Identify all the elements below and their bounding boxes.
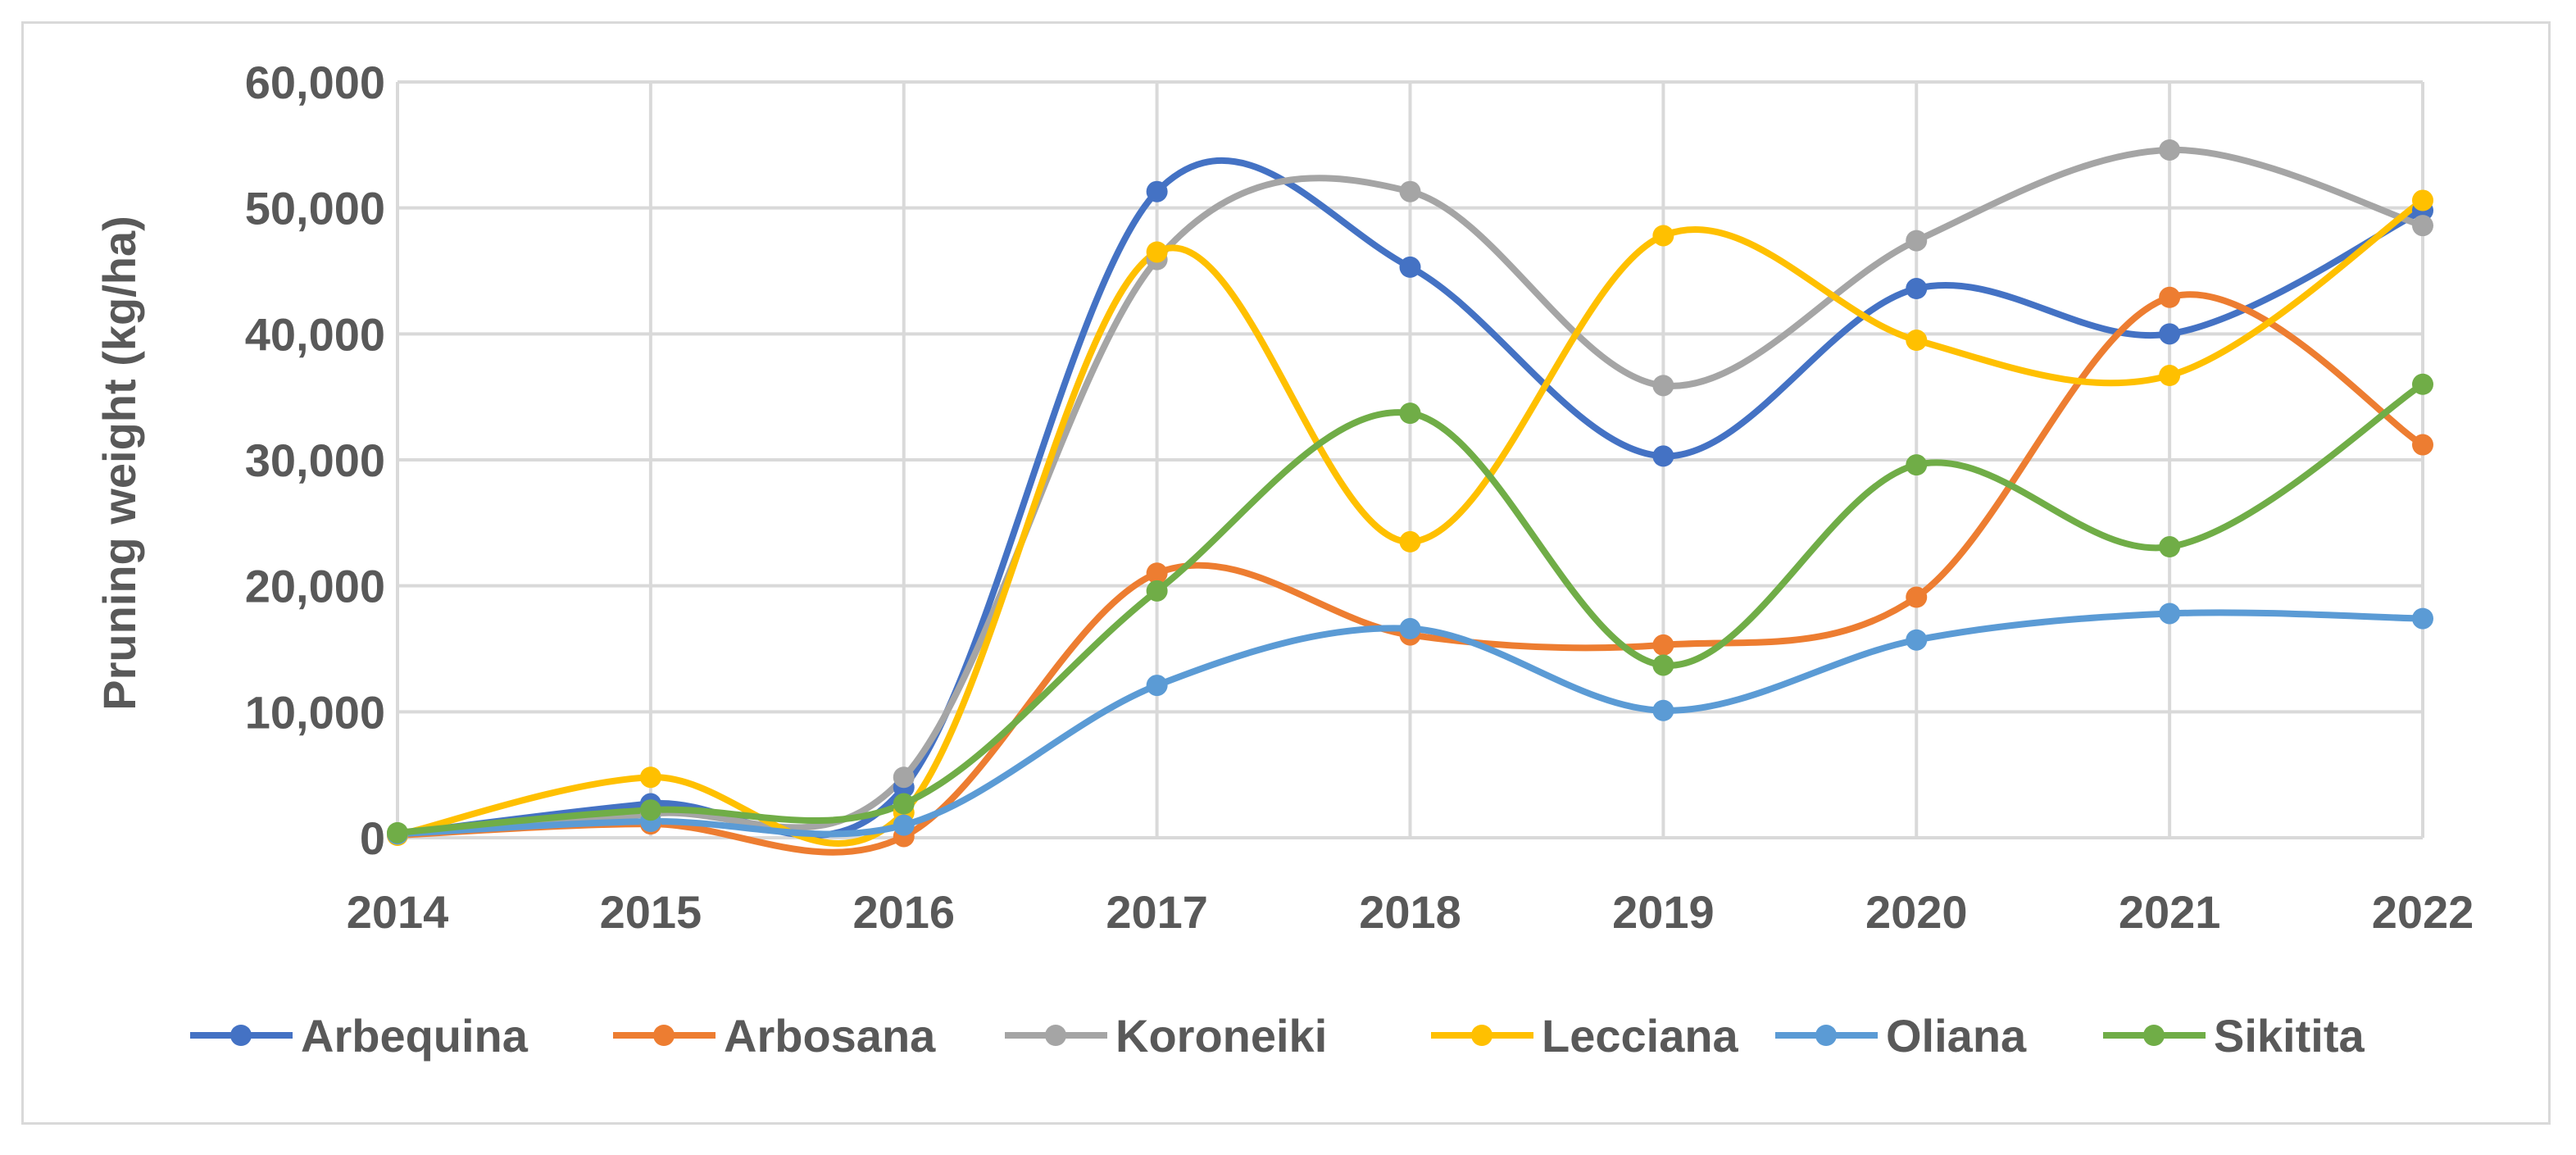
legend-item-oliana: Oliana [1775,1010,2027,1062]
data-point-koroneiki-2021 [2159,139,2181,161]
y-tick-label: 30,000 [245,434,385,486]
data-point-koroneiki-2016 [893,766,915,789]
legend-item-koroneiki: Koroneiki [1005,1010,1327,1062]
data-point-oliana-2020 [1906,629,1928,651]
data-point-arbequina-2019 [1652,445,1674,467]
data-point-sikitita-2017 [1146,580,1168,602]
data-point-lecciana-2021 [2159,365,2181,387]
data-point-arbosana-2022 [2412,434,2433,456]
data-point-sikitita-2022 [2412,373,2433,395]
x-tick-label: 2022 [2372,886,2474,938]
data-point-arbosana-2020 [1906,586,1928,608]
data-point-lecciana-2018 [1399,530,1421,552]
legend-swatch-marker [1815,1025,1837,1046]
x-tick-label: 2017 [1106,886,1208,938]
data-point-sikitita-2019 [1652,654,1674,676]
series-line-koroneiki [394,146,2426,838]
data-point-arbosana-2021 [2159,286,2181,308]
data-point-sikitita-2018 [1399,402,1421,425]
data-point-koroneiki-2022 [2412,215,2433,237]
x-tick-label: 2015 [600,886,702,938]
data-point-arbequina-2017 [1146,180,1168,202]
y-axis-title: Pruning weight (kg/ha) [93,216,145,711]
data-point-koroneiki-2019 [1652,375,1674,397]
data-point-sikitita-2015 [639,799,661,821]
legend-swatch-marker [2143,1025,2165,1046]
data-point-arbosana-2019 [1652,634,1674,656]
legend-label: Lecciana [1542,1010,1739,1062]
x-tick-label: 2014 [347,886,449,938]
data-point-arbequina-2021 [2159,323,2181,345]
legend-label: Sikitita [2214,1010,2365,1062]
data-point-arbosana-2017 [1146,562,1168,584]
legend-label: Arbosana [724,1010,936,1062]
x-tick-label: 2018 [1359,886,1461,938]
x-tick-label: 2020 [1865,886,1968,938]
legend-item-sikitita: Sikitita [2103,1010,2365,1062]
data-point-lecciana-2022 [2412,189,2433,211]
data-point-oliana-2017 [1146,675,1168,697]
legend: Arbequina Arbosana Koroneiki Lecciana Oliana… [190,1010,2365,1062]
data-point-oliana-2021 [2159,603,2181,625]
y-tick-label: 60,000 [245,57,385,108]
legend-label: Arbequina [301,1010,529,1062]
y-tick-label: 40,000 [245,308,385,360]
data-point-koroneiki-2020 [1906,230,1928,252]
data-point-sikitita-2020 [1906,454,1928,476]
data-point-arbequina-2020 [1906,278,1928,300]
data-point-oliana-2019 [1652,699,1674,721]
legend-swatch-marker [1045,1025,1066,1046]
data-point-sikitita-2021 [2159,536,2181,558]
data-point-lecciana-2015 [639,766,661,789]
legend-label: Oliana [1886,1010,2027,1062]
y-axis-ticks: 0 10,000 20,000 30,000 40,000 50,000 60,000 [245,57,385,864]
x-axis-ticks: 2014 2015 2016 2017 2018 2019 2020 2021 2022 [347,886,2474,938]
legend-swatch-marker [653,1025,675,1046]
series-line-sikitita [394,380,2426,836]
y-tick-label: 10,000 [245,686,385,738]
legend-swatch-marker [1471,1025,1492,1046]
data-point-oliana-2022 [2412,607,2433,630]
y-tick-label: 20,000 [245,561,385,612]
data-point-arbequina-2018 [1399,256,1421,278]
legend-item-arbosana: Arbosana [613,1010,936,1062]
legend-label: Koroneiki [1115,1010,1327,1062]
x-tick-label: 2019 [1612,886,1715,938]
y-tick-label: 0 [360,812,385,864]
x-tick-label: 2016 [852,886,955,938]
data-point-sikitita-2014 [387,821,408,844]
data-point-oliana-2018 [1399,617,1421,639]
legend-item-arbequina: Arbequina [190,1010,529,1062]
data-point-lecciana-2017 [1146,241,1168,263]
x-tick-label: 2021 [2119,886,2221,938]
data-point-oliana-2016 [893,814,915,836]
legend-item-lecciana: Lecciana [1431,1010,1739,1062]
data-point-lecciana-2019 [1652,225,1674,247]
series-points [387,139,2433,848]
data-point-sikitita-2016 [893,793,915,815]
data-point-koroneiki-2018 [1399,180,1421,202]
y-tick-label: 50,000 [245,183,385,234]
legend-swatch-marker [230,1025,252,1046]
chart-frame [21,21,2551,1125]
data-point-lecciana-2020 [1906,330,1928,352]
